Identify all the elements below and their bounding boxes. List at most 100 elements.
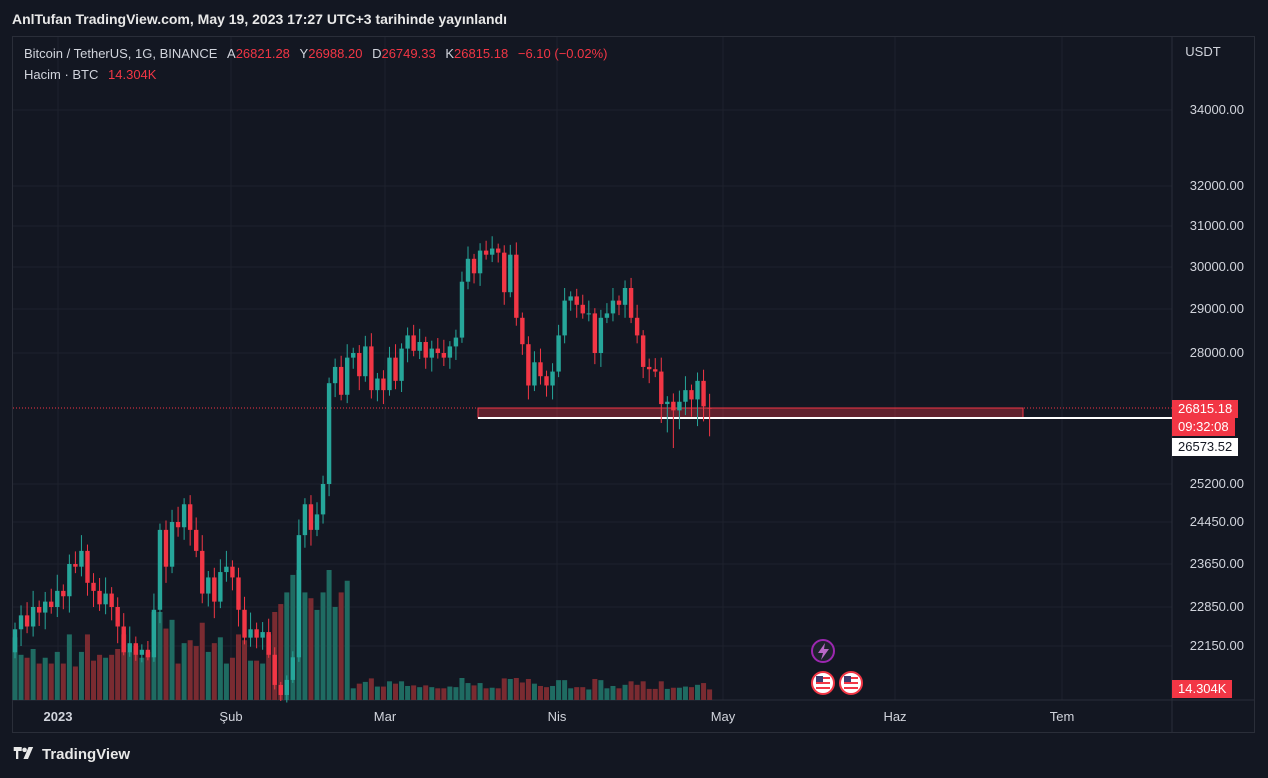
candle-body[interactable] [91, 582, 96, 591]
candle-body[interactable] [18, 615, 24, 630]
candle-body[interactable] [30, 607, 36, 627]
candle-body[interactable] [61, 590, 66, 597]
candle-body[interactable] [254, 629, 259, 638]
candle-body[interactable] [689, 390, 694, 400]
candle-body[interactable] [634, 317, 640, 336]
candle-body[interactable] [24, 615, 30, 627]
candle-body[interactable] [568, 296, 573, 301]
candle-body[interactable] [308, 504, 314, 530]
candle-body[interactable] [483, 250, 489, 255]
candle-body[interactable] [332, 366, 338, 384]
candle-body[interactable] [665, 401, 670, 405]
candle-body[interactable] [79, 550, 84, 567]
candle-body[interactable] [683, 390, 688, 402]
candle-body[interactable] [302, 504, 308, 536]
candle-body[interactable] [375, 378, 380, 391]
candle-body[interactable] [604, 313, 610, 318]
candle-body[interactable] [592, 313, 598, 353]
candle-body[interactable] [520, 317, 525, 345]
candle-body[interactable] [43, 601, 48, 613]
candle-body[interactable] [363, 346, 368, 377]
candle-body[interactable] [218, 572, 223, 602]
candle-body[interactable] [580, 304, 585, 314]
candle-body[interactable] [435, 348, 440, 353]
candle-body[interactable] [49, 601, 54, 607]
candle-body[interactable] [417, 342, 422, 351]
candle-body[interactable] [465, 258, 471, 282]
candle-body[interactable] [109, 593, 114, 607]
candle-body[interactable] [514, 254, 519, 318]
candle-body[interactable] [121, 626, 126, 653]
candle-body[interactable] [326, 383, 332, 484]
candle-body[interactable] [556, 335, 561, 372]
candle-body[interactable] [387, 357, 392, 391]
candle-body[interactable] [127, 643, 132, 653]
candle-body[interactable] [145, 649, 151, 658]
candle-body[interactable] [471, 258, 477, 274]
candle-body[interactable] [502, 252, 507, 293]
candle-body[interactable] [616, 300, 622, 305]
candle-body[interactable] [526, 344, 531, 386]
candle-body[interactable] [212, 577, 217, 602]
candle-body[interactable] [550, 371, 555, 386]
candle-body[interactable] [236, 577, 241, 610]
candle-body[interactable] [562, 300, 567, 336]
candle-body[interactable] [175, 522, 181, 528]
candle-body[interactable] [701, 380, 706, 407]
candle-body[interactable] [224, 566, 229, 573]
candle-body[interactable] [284, 679, 289, 695]
candle-body[interactable] [67, 564, 72, 597]
candle-body[interactable] [157, 529, 163, 610]
candle-body[interactable] [12, 629, 18, 653]
candle-body[interactable] [628, 288, 634, 318]
candle-body[interactable] [369, 346, 374, 391]
candle-body[interactable] [206, 577, 211, 594]
candle-body[interactable] [73, 564, 78, 567]
candle-body[interactable] [381, 378, 386, 391]
candle-body[interactable] [248, 629, 253, 638]
candle-body[interactable] [677, 401, 682, 411]
candle-body[interactable] [477, 250, 483, 274]
candle-body[interactable] [586, 313, 591, 315]
candle-body[interactable] [707, 407, 712, 409]
candle-body[interactable] [393, 357, 398, 381]
candle-body[interactable] [290, 657, 296, 680]
candle-body[interactable] [272, 654, 277, 685]
candle-body[interactable] [151, 609, 157, 658]
candle-body[interactable] [453, 337, 459, 347]
candle-body[interactable] [357, 353, 362, 377]
candle-body[interactable] [266, 632, 271, 655]
candle-body[interactable] [489, 248, 495, 255]
candle-body[interactable] [659, 371, 664, 405]
candle-body[interactable] [447, 346, 453, 358]
candle-body[interactable] [133, 643, 138, 655]
candle-body[interactable] [260, 632, 265, 638]
candle-body[interactable] [181, 504, 187, 528]
candle-body[interactable] [55, 590, 60, 607]
candle-body[interactable] [532, 362, 537, 386]
candle-body[interactable] [574, 296, 579, 305]
candle-body[interactable] [115, 607, 120, 627]
candle-body[interactable] [314, 514, 320, 530]
chart-frame[interactable] [12, 36, 1255, 733]
candle-body[interactable] [296, 535, 302, 658]
candle-body[interactable] [647, 366, 652, 370]
candle-body[interactable] [97, 590, 102, 605]
candle-body[interactable] [429, 348, 434, 358]
candle-body[interactable] [345, 357, 350, 395]
candle-body[interactable] [695, 380, 700, 400]
candle-body[interactable] [103, 593, 108, 605]
candle-body[interactable] [640, 335, 646, 367]
candle-body[interactable] [598, 317, 604, 353]
candle-body[interactable] [351, 353, 356, 358]
candle-body[interactable] [163, 529, 169, 567]
candle-body[interactable] [653, 369, 658, 372]
candle-body[interactable] [544, 376, 549, 386]
candle-body[interactable] [671, 401, 676, 411]
candle-body[interactable] [85, 550, 90, 583]
candle-body[interactable] [622, 288, 628, 305]
candle-body[interactable] [169, 522, 175, 567]
candle-body[interactable] [200, 550, 205, 594]
candle-body[interactable] [538, 362, 543, 377]
